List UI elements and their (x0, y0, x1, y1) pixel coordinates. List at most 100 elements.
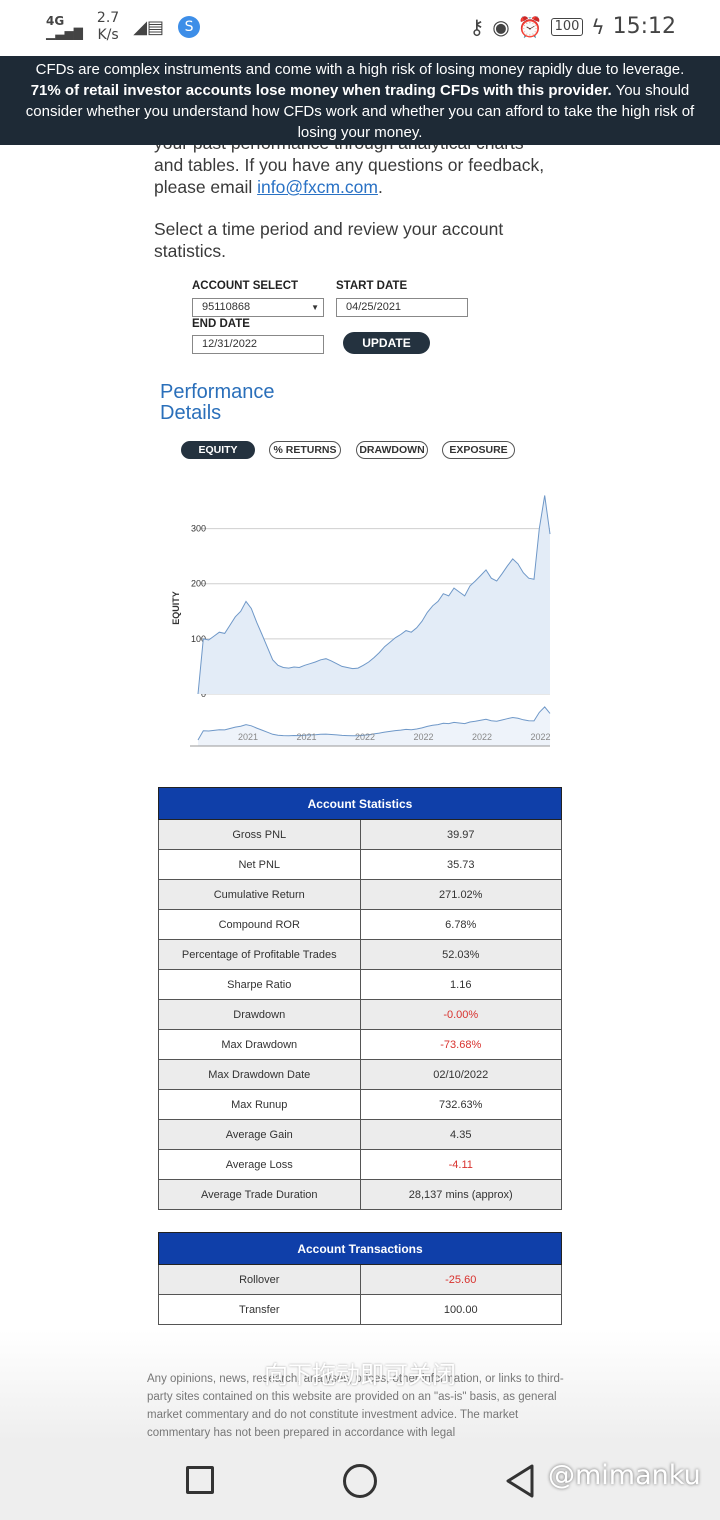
table-row: Net PNL 35.73 (158, 849, 562, 880)
table-row: Percentage of Profitable Trades 52.03% (158, 939, 562, 970)
stat-label: Average Gain (158, 1119, 361, 1150)
performance-title-line2: Details (160, 402, 222, 424)
status-bar: 4G ▁▃▅▇ 2.7 K/s ◢▤ S ⚷ ◉ ⏰ 100 ϟ 15:12 (0, 0, 720, 56)
navigator-area (198, 706, 550, 746)
eye-icon: ◉ (492, 14, 510, 39)
table-row: Average Gain 4.35 (158, 1119, 562, 1150)
account-select-value: 95110868 (202, 301, 251, 313)
stat-label: Compound ROR (158, 909, 361, 940)
x-tick-label: 2022 (413, 732, 433, 742)
stat-value: 52.03% (359, 939, 562, 970)
table-row: Sharpe Ratio 1.16 (158, 969, 562, 1000)
stat-value: 271.02% (359, 879, 562, 910)
stat-value: 6.78% (359, 909, 562, 940)
equity-chart: 0100200300EQUITY202120212022202220222022 (171, 495, 551, 747)
stat-value: 1.16 (359, 969, 562, 1000)
x-tick-label: 2022 (355, 732, 375, 742)
risk-warning-bold: 71% of retail investor accounts lose mon… (30, 82, 612, 99)
status-left: 4G ▁▃▅▇ 2.7 K/s ◢▤ S (46, 10, 201, 44)
stat-label: Percentage of Profitable Trades (158, 939, 361, 970)
charging-icon: ϟ (591, 14, 605, 39)
stat-label: Net PNL (158, 849, 361, 880)
tab-exposure[interactable]: EXPOSURE (442, 441, 515, 459)
stat-value: 732.63% (359, 1089, 562, 1120)
x-tick-label: 2021 (296, 732, 316, 742)
stat-value: 100.00 (359, 1294, 562, 1325)
stat-label: Transfer (158, 1294, 361, 1325)
clock: 15:12 (612, 14, 676, 39)
stat-value: -4.11 (359, 1149, 562, 1180)
stat-value: 39.97 (359, 819, 562, 850)
risk-warning-line1: CFDs are complex instruments and come wi… (35, 61, 685, 78)
stat-label: Drawdown (158, 999, 361, 1030)
table-row: Max Runup 732.63% (158, 1089, 562, 1120)
table-row: Rollover -25.60 (158, 1264, 562, 1295)
select-prompt: Select a time period and review your acc… (154, 219, 504, 261)
table-row: Max Drawdown Date 02/10/2022 (158, 1059, 562, 1090)
table-row: Drawdown -0.00% (158, 999, 562, 1030)
table-row: Max Drawdown -73.68% (158, 1029, 562, 1060)
equity-line (197, 495, 551, 695)
account-transactions-title: Account Transactions (158, 1232, 562, 1265)
end-date-input[interactable]: 12/31/2022 (192, 335, 324, 354)
stat-label: Average Loss (158, 1149, 361, 1180)
alarm-icon: ⏰ (517, 14, 543, 39)
performance-title: Performance Details (160, 382, 275, 424)
navigator-line (197, 706, 551, 741)
disclaimer: Any opinions, news, research, analyses, … (147, 1373, 564, 1439)
tab-drawdown[interactable]: DRAWDOWN (356, 441, 428, 459)
stat-label: Max Drawdown Date (158, 1059, 361, 1090)
tab-equity[interactable]: EQUITY (181, 441, 255, 459)
x-tick-label: 2021 (238, 732, 258, 742)
start-date-input[interactable]: 04/25/2021 (336, 298, 468, 317)
stat-value: 35.73 (359, 849, 562, 880)
account-statistics-table: Account Statistics Gross PNL 39.97 Net PNL… (158, 787, 562, 1210)
update-button[interactable]: UPDATE (343, 332, 430, 354)
stat-label: Rollover (158, 1264, 361, 1295)
stat-value: -25.60 (359, 1264, 562, 1295)
table-row: Gross PNL 39.97 (158, 819, 562, 850)
table-row: Transfer 100.00 (158, 1294, 562, 1325)
equity-area (198, 495, 550, 694)
y-axis-label: EQUITY (171, 591, 181, 625)
stat-label: Max Runup (158, 1089, 361, 1120)
network-signal-icon: 4G ▁▃▅▇ (46, 14, 83, 40)
intro-body: and tables. If you have any questions or… (154, 155, 545, 197)
status-right: ⚷ ◉ ⏰ 100 ϟ 15:12 (470, 14, 676, 39)
tab-returns[interactable]: % RETURNS (269, 441, 341, 459)
drag-to-close-hint: 向下拖动即可关闭 (264, 1362, 456, 1389)
account-select[interactable]: 95110868 ▼ (192, 298, 324, 317)
y-tick-label: 300 (191, 524, 206, 534)
stat-label: Cumulative Return (158, 879, 361, 910)
dropdown-caret-icon: ▼ (311, 303, 319, 312)
recents-button[interactable] (186, 1466, 214, 1494)
network-speed: 2.7 K/s (96, 10, 120, 43)
x-tick-label: 2022 (530, 732, 550, 742)
watermark: @mimanku (548, 1460, 701, 1491)
stat-value: 28,137 mins (approx) (359, 1179, 562, 1210)
stat-value: 02/10/2022 (359, 1059, 562, 1090)
email-link[interactable]: info@fxcm.com (257, 177, 378, 197)
performance-title-line1: Performance (160, 381, 275, 403)
home-button[interactable] (343, 1464, 377, 1498)
key-icon: ⚷ (469, 14, 485, 39)
stat-label: Sharpe Ratio (158, 969, 361, 1000)
table-row: Average Trade Duration 28,137 mins (appro… (158, 1179, 562, 1210)
stat-label: Max Drawdown (158, 1029, 361, 1060)
y-tick-label: 100 (191, 634, 206, 644)
account-statistics-title: Account Statistics (158, 787, 562, 820)
y-tick-label: 200 (191, 579, 206, 589)
stat-value: -73.68% (359, 1029, 562, 1060)
account-select-label: ACCOUNT SELECT (192, 280, 299, 292)
system-nav-bar: @mimanku (0, 1442, 720, 1520)
table-row: Cumulative Return 271.02% (158, 879, 562, 910)
intro-suffix: . (377, 177, 383, 197)
back-button[interactable] (505, 1464, 535, 1498)
start-date-label: START DATE (336, 280, 408, 292)
stat-value: -0.00% (359, 999, 562, 1030)
table-row: Compound ROR 6.78% (158, 909, 562, 940)
account-transactions-table: Account Transactions Rollover -25.60 Trans… (158, 1232, 562, 1325)
stat-value: 4.35 (359, 1119, 562, 1150)
table-row: Average Loss -4.11 (158, 1149, 562, 1180)
data-saver-icon: ◢▤ (133, 16, 165, 38)
